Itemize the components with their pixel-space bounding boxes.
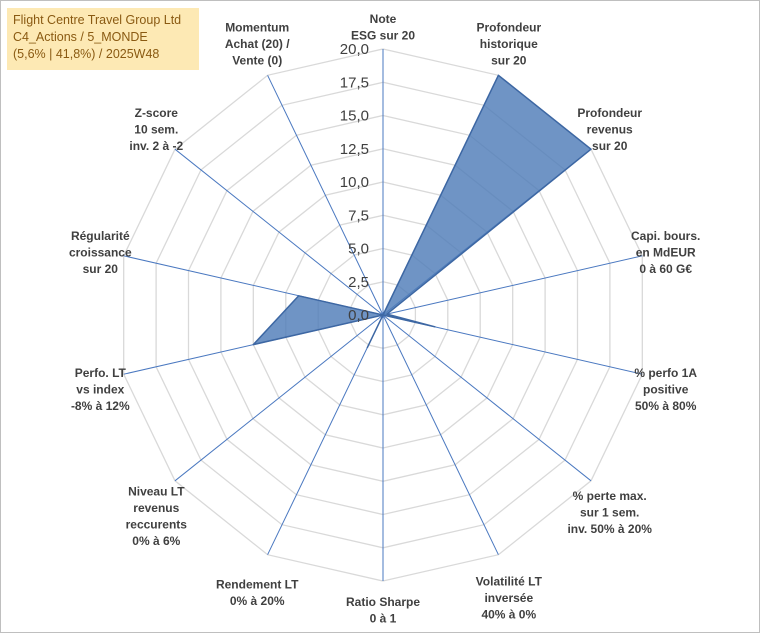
axis-label-line: Note <box>370 12 397 26</box>
axis-label: Note ESG sur 20 <box>351 12 415 43</box>
axis-label-line: Rendement LT <box>216 577 299 591</box>
axis-label-line: revenus <box>587 122 633 136</box>
axis-label-line: % perfo 1A <box>634 366 697 380</box>
axis-label-line: Profondeur <box>476 21 541 35</box>
axis-spoke <box>174 314 384 482</box>
axis-label-line: Perfo. LT <box>75 366 127 380</box>
axis-label-line: 0 à 1 <box>370 612 397 626</box>
axis-labels: Note ESG sur 20 Profondeur historique sur 20… <box>69 12 700 626</box>
axis-label-line: croissance <box>69 246 132 260</box>
axis-label: % perte max. sur 1 sem. inv. 50% à 20% <box>567 489 652 536</box>
stats-label: (5,6% | 41,8%) / 2025W48 <box>13 47 160 61</box>
category-label: C4_Actions / 5_MONDE <box>13 30 148 44</box>
tick-label: 7,5 <box>348 207 369 224</box>
tick-label: 17,5 <box>340 74 369 91</box>
axis-label: Capi. bours. en MdEUR 0 à 60 G€ <box>631 229 700 276</box>
axis-label-line: Achat (20) / <box>225 37 290 51</box>
info-box: Flight Centre Travel Group Ltd C4_Action… <box>7 8 199 70</box>
series-area <box>252 74 592 349</box>
axis-spoke <box>174 148 384 316</box>
axis-label-line: -8% à 12% <box>71 399 130 413</box>
axis-label-line: 50% à 80% <box>635 399 697 413</box>
tick-label: 5,0 <box>348 241 369 258</box>
axis-label-line: 0% à 20% <box>230 594 285 608</box>
axis-label-line: Capi. bours. <box>631 229 700 243</box>
tick-label: 15,0 <box>340 108 369 125</box>
axis-label: Rendement LT 0% à 20% <box>216 577 299 608</box>
axis-label: Volatilité LT inversée 40% à 0% <box>476 574 543 621</box>
axis-label-line: historique <box>480 37 538 51</box>
axis-label-line: revenus <box>133 501 179 515</box>
axis-label-line: Volatilité LT <box>476 574 543 588</box>
axis-label-line: 10 sem. <box>134 122 178 136</box>
axis-label-line: inversée <box>484 591 533 605</box>
company-name: Flight Centre Travel Group Ltd <box>13 13 182 27</box>
axis-label: Ratio Sharpe 0 à 1 <box>346 595 420 626</box>
axis-label-line: sur 20 <box>491 54 527 68</box>
axis-label: Perfo. LT vs index -8% à 12% <box>71 366 130 413</box>
axis-spoke <box>382 255 643 316</box>
axis-label: Z-score 10 sem. inv. 2 à -2 <box>129 106 183 153</box>
series-polygon <box>252 74 592 349</box>
axis-spoke <box>382 314 592 482</box>
axis-label: Profondeur historique sur 20 <box>476 21 541 68</box>
tick-label: 20,0 <box>340 41 369 58</box>
axis-label-line: Profondeur <box>577 106 642 120</box>
axis-spoke <box>267 75 384 316</box>
axis-label-line: sur 1 sem. <box>580 506 639 520</box>
axis-label-line: ESG sur 20 <box>351 29 415 43</box>
axis-label-line: Z-score <box>135 106 179 120</box>
axis-label: Niveau LT revenus reccurents 0% à 6% <box>126 484 188 548</box>
axis-label-line: vs index <box>76 382 124 396</box>
axis-label: Momentum Achat (20) / Vente (0) <box>225 21 290 68</box>
tick-label: 10,0 <box>340 174 369 191</box>
axis-label-line: sur 20 <box>83 262 119 276</box>
axis-label-line: inv. 50% à 20% <box>567 522 652 536</box>
axis-label: Régularité croissance sur 20 <box>69 229 132 276</box>
axis-label-line: 40% à 0% <box>481 607 536 621</box>
axis-spoke <box>267 314 384 555</box>
tick-label: 0,0 <box>348 307 369 324</box>
axis-label-line: reccurents <box>126 517 188 531</box>
axis-label: % perfo 1A positive 50% à 80% <box>634 366 697 413</box>
axis-label-line: Régularité <box>71 229 130 243</box>
axis-label-line: Momentum <box>225 21 289 35</box>
axis-label-line: Vente (0) <box>232 54 282 68</box>
axis-label-line: 0% à 6% <box>132 534 180 548</box>
axis-label-line: Niveau LT <box>128 484 185 498</box>
axis-label-line: sur 20 <box>592 139 628 153</box>
axis-label-line: en MdEUR <box>636 246 696 260</box>
axis-label: Profondeur revenus sur 20 <box>577 106 642 153</box>
tick-label: 12,5 <box>340 141 369 158</box>
tick-label: 2,5 <box>348 274 369 291</box>
axis-label-line: positive <box>643 382 689 396</box>
axis-label-line: % perte max. <box>573 489 647 503</box>
axis-label-line: Ratio Sharpe <box>346 595 420 609</box>
tick-labels: 0,0 2,5 5,0 7,5 10,0 12,5 15,0 17,5 20,0 <box>340 41 369 324</box>
axis-label-line: 0 à 60 G€ <box>639 262 692 276</box>
axis-label-line: inv. 2 à -2 <box>129 139 183 153</box>
axis-spoke <box>382 314 499 555</box>
